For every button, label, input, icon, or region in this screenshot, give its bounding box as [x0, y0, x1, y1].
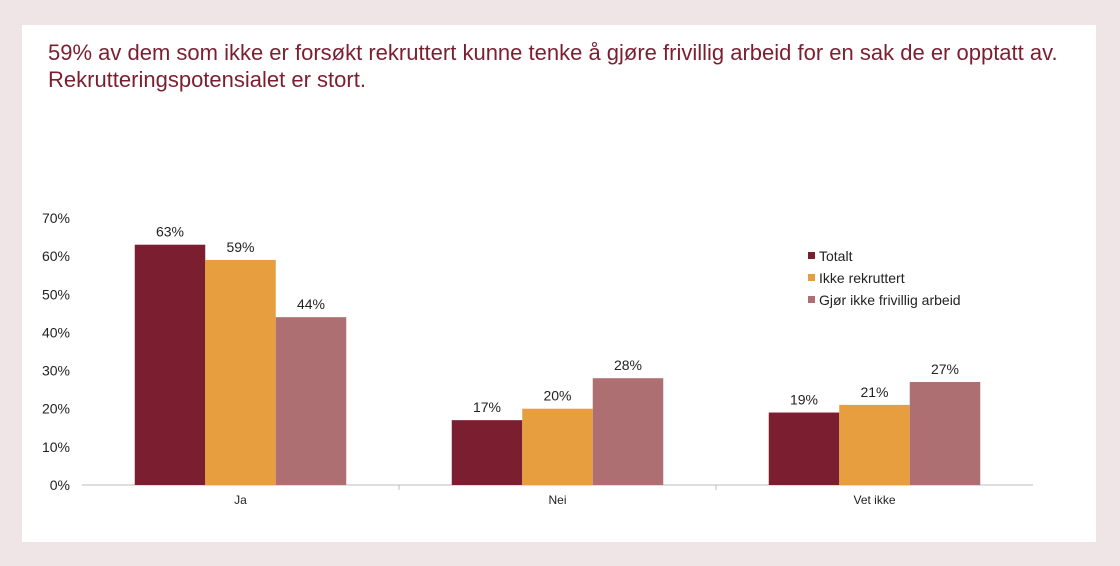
- y-tick-label: 10%: [42, 439, 70, 455]
- y-tick-label: 60%: [42, 248, 70, 264]
- y-tick-label: 70%: [42, 210, 70, 226]
- x-tick-label: Nei: [548, 493, 566, 507]
- data-label: 44%: [297, 296, 325, 312]
- bar: [909, 382, 981, 485]
- data-label: 59%: [226, 239, 254, 255]
- data-label: 20%: [543, 388, 571, 404]
- slide-title: 59% av dem som ikke er forsøkt rekrutter…: [48, 40, 1058, 92]
- y-tick-label: 40%: [42, 324, 70, 340]
- slide: 59% av dem som ikke er forsøkt rekrutter…: [22, 25, 1096, 542]
- legend-label: Ikke rekruttert: [819, 270, 905, 286]
- data-label: 28%: [614, 357, 642, 373]
- bar: [134, 244, 206, 485]
- x-tick-label: Vet ikke: [853, 493, 895, 507]
- y-tick-label: 50%: [42, 286, 70, 302]
- legend-swatch: [808, 296, 815, 303]
- bar: [205, 259, 276, 485]
- y-tick-label: 0%: [50, 477, 70, 493]
- data-label: 21%: [860, 384, 888, 400]
- bar: [768, 412, 840, 485]
- bar: [522, 408, 593, 485]
- y-tick-label: 20%: [42, 401, 70, 417]
- data-label: 27%: [931, 361, 959, 377]
- bar: [275, 317, 347, 485]
- bar: [839, 404, 910, 485]
- data-label: 17%: [473, 399, 501, 415]
- legend-swatch: [808, 252, 815, 259]
- bar: [592, 378, 664, 485]
- legend-label: Gjør ikke frivillig arbeid: [819, 292, 961, 308]
- bar-chart: 0% 10% 20% 30% 40% 50% 60% 70% 63% 59% 44% Ja 17% 20%…: [42, 210, 1033, 507]
- y-tick-label: 30%: [42, 363, 70, 379]
- legend-swatch: [808, 274, 815, 281]
- data-label: 63%: [156, 224, 184, 240]
- x-tick-label: Ja: [234, 493, 247, 507]
- legend-label: Totalt: [819, 248, 853, 264]
- bar: [451, 420, 523, 485]
- data-label: 19%: [790, 392, 818, 408]
